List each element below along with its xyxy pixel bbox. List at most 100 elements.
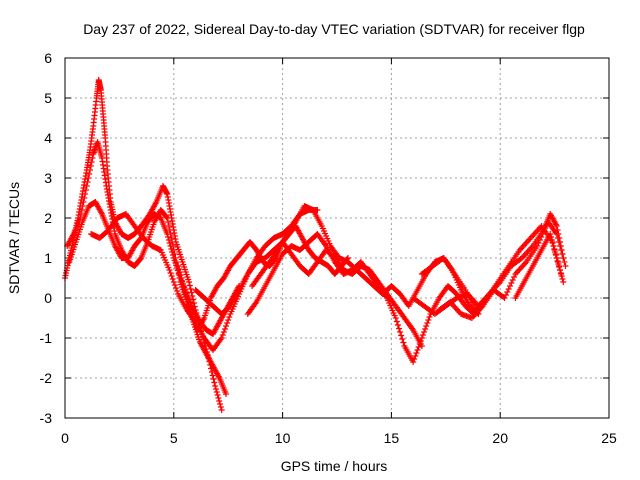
data-point <box>217 401 224 407</box>
data-point <box>165 219 172 225</box>
data-point <box>175 263 182 269</box>
data-point <box>216 398 223 404</box>
data-point <box>418 335 425 341</box>
data-point <box>166 267 173 273</box>
data-point <box>175 266 182 272</box>
data-point <box>166 240 173 246</box>
data-point <box>536 237 543 243</box>
data-point <box>534 243 541 249</box>
data-point <box>188 289 195 296</box>
data-point <box>540 228 547 234</box>
data-point <box>186 282 193 289</box>
data-point <box>422 326 429 332</box>
data-point <box>411 356 418 362</box>
y-tick-label: 2 <box>44 210 52 226</box>
data-point <box>562 263 569 269</box>
series-trace-11 <box>436 219 569 321</box>
data-point <box>223 323 230 329</box>
data-point <box>184 296 191 302</box>
data-point <box>172 285 179 291</box>
data-point <box>553 223 560 229</box>
data-point <box>87 167 94 173</box>
data-point <box>501 295 508 301</box>
data-point <box>535 240 542 246</box>
data-point <box>78 207 85 213</box>
x-tick-label: 20 <box>492 430 508 446</box>
data-point <box>224 320 231 326</box>
y-tick-label: -3 <box>40 410 53 426</box>
data-point <box>412 353 419 359</box>
data-point <box>180 281 187 287</box>
data-point <box>555 239 562 245</box>
data-point <box>555 261 562 267</box>
data-point <box>164 231 171 237</box>
y-tick-label: 5 <box>44 90 52 106</box>
x-tick-label: 5 <box>170 430 178 446</box>
data-point <box>415 344 422 350</box>
y-tick-label: 3 <box>44 170 52 186</box>
data-point <box>84 179 91 185</box>
data-point <box>557 270 564 276</box>
data-point <box>426 314 433 320</box>
data-point <box>552 249 559 255</box>
data-point <box>183 293 190 299</box>
data-point <box>416 341 423 347</box>
data-point <box>187 286 194 292</box>
data-point <box>558 247 565 253</box>
data-points <box>62 77 569 413</box>
data-point <box>561 259 568 265</box>
data-point <box>557 243 564 249</box>
plot-frame <box>64 57 610 419</box>
y-tick-label: 4 <box>44 130 52 146</box>
data-point <box>419 332 426 338</box>
data-point <box>502 292 509 298</box>
data-point <box>553 255 560 261</box>
data-point <box>174 288 181 294</box>
data-point <box>213 389 220 395</box>
data-point <box>504 289 511 295</box>
y-tick-label: 6 <box>44 50 52 66</box>
data-point <box>417 338 424 344</box>
x-axis-label: GPS time / hours <box>281 458 388 474</box>
data-point <box>226 314 233 320</box>
data-point <box>225 317 232 323</box>
data-point <box>559 251 566 257</box>
series-trace-12 <box>512 231 567 301</box>
data-point <box>558 273 565 279</box>
data-point <box>548 234 555 240</box>
data-point <box>399 336 406 342</box>
data-point <box>424 320 431 326</box>
data-point <box>168 246 175 252</box>
data-point <box>539 231 546 237</box>
data-point <box>557 267 564 273</box>
data-point <box>505 286 512 292</box>
data-point <box>179 278 186 284</box>
data-point <box>548 237 555 243</box>
data-point <box>560 279 567 285</box>
data-point <box>167 243 174 249</box>
data-point <box>211 379 218 386</box>
y-axis-label: SDTVAR / TECUs <box>6 182 22 294</box>
data-point <box>167 270 174 276</box>
chart-title: Day 237 of 2022, Sidereal Day-to-day VTE… <box>83 21 585 37</box>
data-point <box>425 317 432 323</box>
data-point <box>538 234 545 240</box>
data-point <box>181 287 188 293</box>
data-point <box>439 256 446 262</box>
data-point <box>413 350 420 356</box>
data-point <box>180 284 187 290</box>
data-point <box>553 231 560 237</box>
data-point <box>556 264 563 270</box>
data-point <box>508 280 515 286</box>
data-point <box>169 249 176 255</box>
data-point <box>400 339 407 346</box>
data-point <box>392 315 399 321</box>
y-tick-label: -1 <box>40 330 53 346</box>
data-point <box>80 199 87 205</box>
data-point <box>82 187 89 193</box>
data-point <box>547 231 554 237</box>
data-point <box>511 274 518 280</box>
data-point <box>397 329 404 335</box>
data-point <box>168 273 175 279</box>
